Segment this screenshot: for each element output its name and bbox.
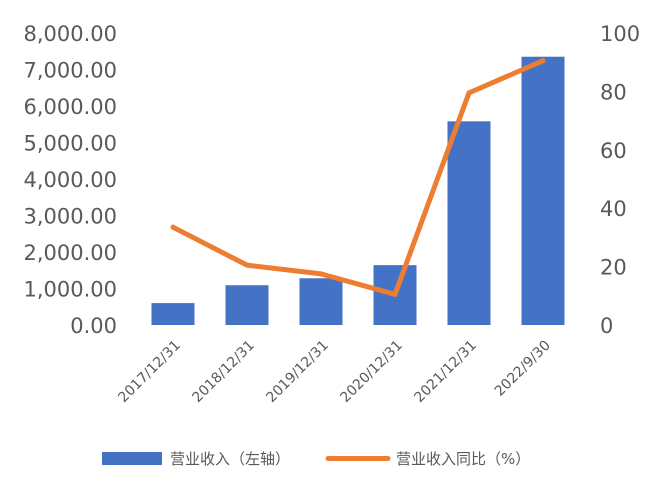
legend-label-line: 营业收入同比（%）: [396, 450, 530, 468]
left-axis-ticks: 0.00 1,000.00 2,000.00 3,000.00 4,000.00 5,00…: [23, 22, 117, 338]
bar-6: [521, 56, 565, 325]
line-series: [170, 58, 546, 297]
right-tick-label: 40: [600, 197, 627, 221]
x-tick-label: 2018/12/31: [189, 338, 257, 406]
left-tick-label: 6,000.00: [23, 95, 117, 119]
line-point-2: [244, 262, 250, 268]
line-point-1: [170, 224, 176, 230]
left-tick-label: 5,000.00: [23, 132, 117, 156]
right-tick-label: 60: [600, 139, 627, 163]
left-tick-label: 2,000.00: [23, 241, 117, 265]
x-tick-label: 2022/9/30: [492, 338, 554, 400]
right-tick-label: 80: [600, 80, 627, 104]
bar-1: [151, 303, 195, 325]
legend: 营业收入（左轴） 营业收入同比（%）: [102, 450, 530, 468]
growth-line: [170, 58, 546, 297]
bar-2: [225, 285, 269, 325]
bar-series: [151, 56, 565, 325]
x-axis-ticks: 2017/12/31 2018/12/31 2019/12/31 2020/12/31…: [115, 338, 553, 406]
line-point-6: [540, 58, 546, 64]
left-tick-label: 8,000.00: [23, 22, 117, 46]
line-point-5: [466, 90, 472, 96]
left-tick-label: 7,000.00: [23, 59, 117, 83]
x-tick-label: 2019/12/31: [263, 338, 331, 406]
right-tick-label: 20: [600, 256, 627, 280]
left-tick-label: 0.00: [70, 314, 117, 338]
left-tick-label: 3,000.00: [23, 205, 117, 229]
legend-label-bar: 营业收入（左轴）: [170, 450, 290, 468]
x-tick-label: 2017/12/31: [115, 338, 183, 406]
left-tick-label: 4,000.00: [23, 168, 117, 192]
right-axis-ticks: 0 20 40 60 80 100: [600, 22, 640, 338]
line-point-4: [392, 291, 398, 297]
left-tick-label: 1,000.00: [23, 278, 117, 302]
right-tick-label: 100: [600, 22, 640, 46]
line-point-3: [318, 271, 324, 277]
bar-5: [447, 121, 491, 325]
legend-swatch-bar: [102, 452, 162, 465]
x-tick-label: 2021/12/31: [411, 338, 479, 406]
bar-3: [299, 278, 343, 325]
x-tick-label: 2020/12/31: [337, 338, 405, 406]
right-tick-label: 0: [600, 314, 613, 338]
